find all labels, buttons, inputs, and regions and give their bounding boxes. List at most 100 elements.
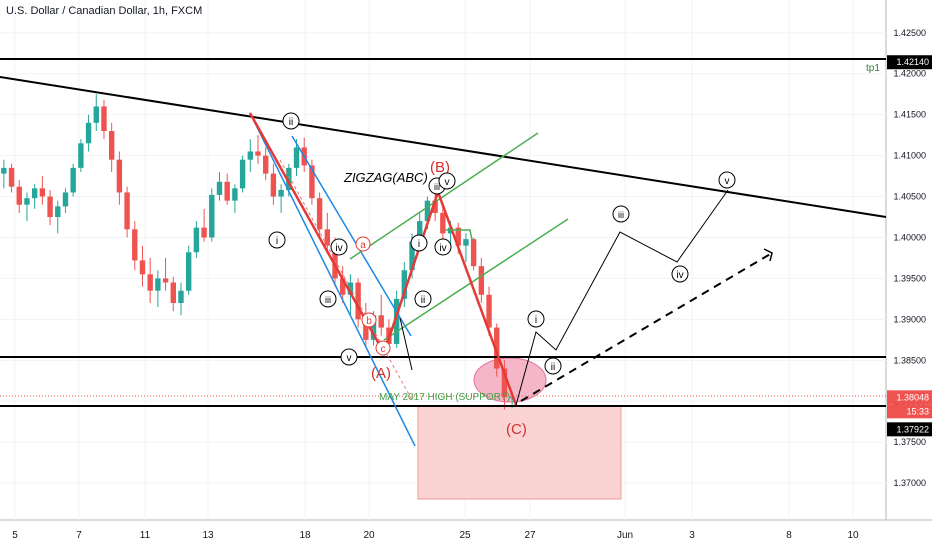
svg-text:b: b <box>366 316 372 327</box>
green-channel-upper[interactable] <box>349 132 539 260</box>
candle-body <box>255 151 261 156</box>
blue-channel-lower[interactable] <box>249 112 416 447</box>
wave-ii-left-marker: ii <box>282 112 300 130</box>
price-tag-label: 1.37922 <box>896 424 929 434</box>
candle-body <box>370 315 377 340</box>
y-tick-label: 1.41000 <box>893 151 926 161</box>
candle-body <box>494 327 500 369</box>
wave-c-label: (C) <box>506 421 527 438</box>
wave-iii-left-marker: iii <box>319 290 337 308</box>
minor-a-marker: a <box>355 236 371 252</box>
drawings <box>0 58 887 447</box>
candle-body <box>85 122 92 144</box>
wave-iv-left-marker: iv <box>330 238 348 256</box>
candle-body <box>8 167 15 187</box>
candle-body <box>239 159 246 189</box>
candle-body <box>47 196 53 218</box>
projection-arrow-head <box>763 248 773 262</box>
x-tick-label: 5 <box>12 530 18 541</box>
candle-body <box>147 274 153 291</box>
candle-body <box>93 106 99 123</box>
blue-channel-upper[interactable] <box>291 135 412 337</box>
y-tick-label: 1.40500 <box>893 192 926 202</box>
svg-text:i: i <box>535 315 537 326</box>
svg-text:c: c <box>381 344 386 355</box>
zigzag-abc[interactable] <box>248 112 518 406</box>
wave-iv-mid-marker: iv <box>434 238 452 256</box>
wave-v-right-marker: v <box>718 171 736 189</box>
wave-ii-right-marker: ii <box>544 357 562 375</box>
price-tags: 1.42140 1.38048 15:33 1.37922 <box>887 55 932 437</box>
candle-body <box>170 282 176 303</box>
x-tick-label: 13 <box>202 530 214 541</box>
y-tick-label: 1.38500 <box>893 355 926 365</box>
price-tag-label: 15:33 <box>906 406 929 416</box>
candle-body <box>270 173 277 197</box>
wave-ii-mid-marker: ii <box>414 290 432 308</box>
candle-body <box>293 147 300 168</box>
y-tick-label: 1.41500 <box>893 110 926 120</box>
svg-text:ii: ii <box>289 117 293 128</box>
support-label: MAY 2017 HIGH (SUPPORT) <box>379 392 510 403</box>
descending-trendline[interactable] <box>0 76 887 218</box>
chart-title: U.S. Dollar / Canadian Dollar, 1h, FXCM <box>6 5 203 17</box>
candle-body <box>309 165 315 199</box>
wave-b-label: (B) <box>430 159 450 176</box>
projection-dashed-arrow[interactable] <box>520 252 773 402</box>
wave-a-label: (A) <box>371 365 391 382</box>
candle-body <box>355 282 361 320</box>
svg-text:v: v <box>725 176 730 187</box>
svg-text:ii: ii <box>421 295 425 306</box>
tp1-label: tp1 <box>866 63 880 74</box>
x-tick-label: 3 <box>689 530 695 541</box>
wave-i-mid-marker: i <box>410 234 428 252</box>
candle-body <box>316 198 323 230</box>
candle-body <box>417 221 423 242</box>
candle-body <box>286 167 292 190</box>
candle-body <box>501 368 508 398</box>
wave-iii-right-marker: iii <box>612 205 630 223</box>
candle-body <box>470 239 477 267</box>
svg-text:iii: iii <box>618 210 624 220</box>
wave-iv-right-marker: iv <box>671 265 689 283</box>
candle-body <box>224 181 230 201</box>
price-axis-panel[interactable] <box>886 0 932 550</box>
x-tick-label: Jun <box>617 530 633 541</box>
svg-text:iv: iv <box>335 243 342 254</box>
x-tick-label: 7 <box>76 530 82 541</box>
candle-body <box>193 227 200 253</box>
svg-text:iii: iii <box>325 295 331 305</box>
candle-body <box>31 188 38 199</box>
x-tick-label: 25 <box>459 530 471 541</box>
price-tag <box>887 390 932 405</box>
green-channel-lower[interactable] <box>383 218 569 341</box>
candle-body <box>401 270 408 299</box>
svg-text:iv: iv <box>676 270 683 281</box>
candle-body <box>393 298 400 344</box>
x-tick-label: 11 <box>140 530 151 541</box>
candle-body <box>263 155 269 174</box>
candle-body <box>247 151 253 160</box>
wave-v-mid-marker: v <box>438 172 456 190</box>
candle-body <box>201 227 207 238</box>
dashed-helper-line <box>279 159 413 401</box>
price-tag <box>887 55 932 70</box>
candle-body <box>463 239 469 246</box>
candle-body <box>101 106 107 132</box>
y-tick-label: 1.39000 <box>893 314 926 324</box>
candle-body <box>39 188 46 197</box>
candle-body <box>363 319 369 340</box>
candle-body <box>162 278 169 283</box>
candle-body <box>62 192 69 207</box>
projection-path[interactable] <box>515 189 729 406</box>
candle-body <box>486 294 492 328</box>
candle-body <box>278 189 284 197</box>
svg-text:iv: iv <box>439 243 446 254</box>
candle-body <box>108 131 115 160</box>
y-tick-label: 1.42000 <box>893 69 926 79</box>
price-tag-label: 1.42140 <box>896 57 929 67</box>
y-tick-label: 1.39500 <box>893 273 926 283</box>
candle-body <box>132 229 138 261</box>
